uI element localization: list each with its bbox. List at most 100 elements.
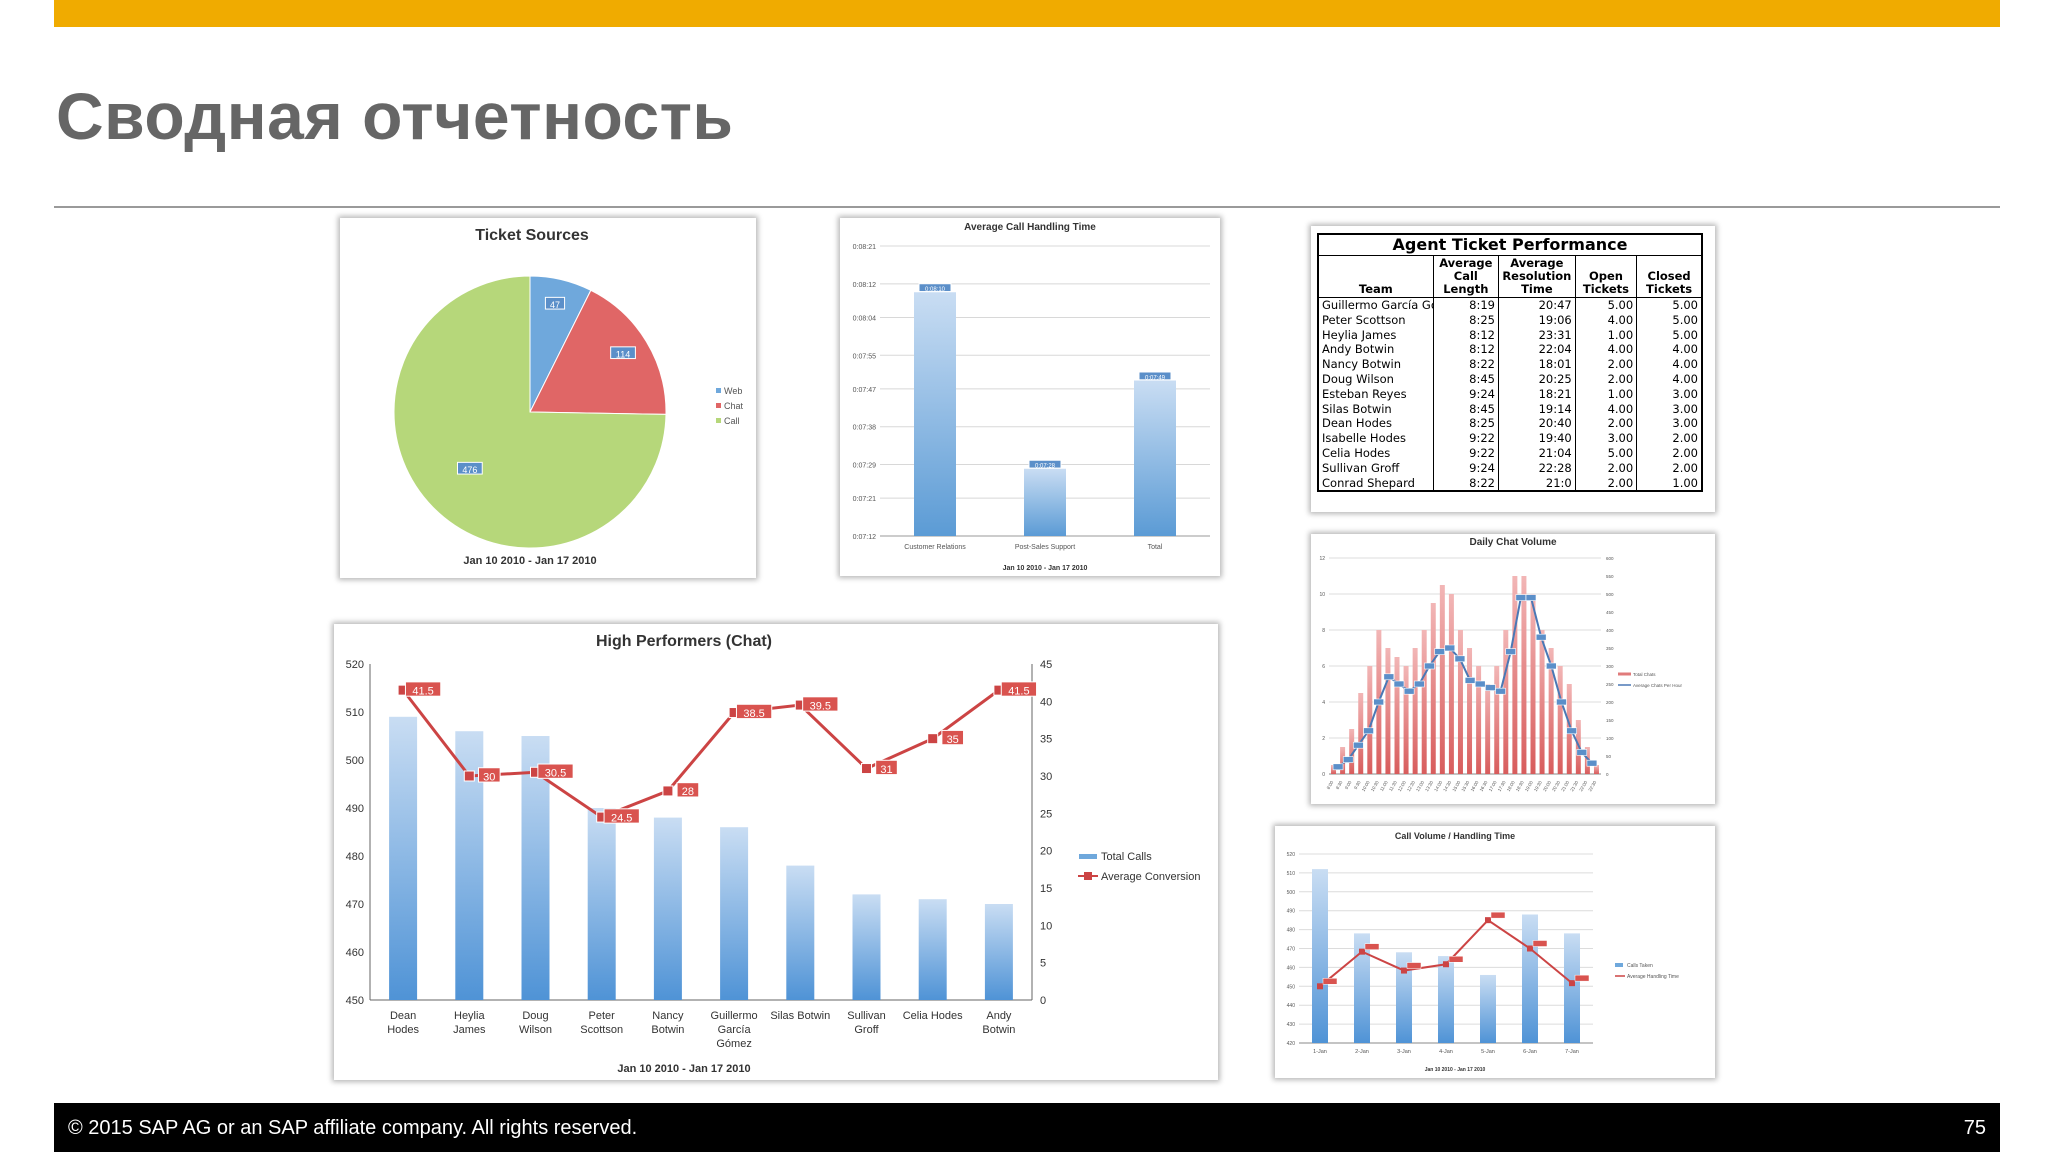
y2-tick-label: 50 (1606, 754, 1612, 759)
bar (1349, 729, 1355, 774)
daily-chat-panel: Daily Chat Volume 0 2 4 6 8 10 12 0 50 100 150 200 25… (1311, 534, 1715, 804)
line-marker (1317, 983, 1323, 990)
bar (389, 716, 418, 1000)
y-tick-label: 6 (1322, 664, 1325, 670)
y-tick-label: 0:08:12 (853, 282, 876, 289)
data-label-box (918, 283, 952, 293)
chart-subtitle: Jan 10 2010 - Jan 17 2010 (1425, 1067, 1486, 1073)
table-cell: 8:45 (1433, 401, 1499, 417)
line-marker (1485, 684, 1496, 691)
bar (1439, 585, 1445, 774)
x-tick-label: 18:00 (1506, 780, 1516, 793)
line-marker (1332, 763, 1344, 771)
line-value-label: 30 (477, 767, 501, 783)
line-value-label: 38.5 (735, 703, 773, 720)
chart-subtitle: Jan 10 2010 - Jan 17 2010 (1003, 565, 1088, 572)
bar-value-label: 0:08:10 (918, 283, 952, 293)
table-row: Conrad Shepard 8:22 21:0 2.00 1.00 (1316, 475, 1704, 493)
chart-title: Call Volume / Handling Time (1395, 831, 1515, 841)
bar (1448, 594, 1454, 774)
y2-tick-label: 450 (1606, 610, 1614, 615)
bar (918, 899, 947, 1000)
x-tick-label: 22:30 (1587, 780, 1597, 793)
chart-title: High Performers (Chat) (596, 633, 772, 650)
y2-tick-label: 10 (1040, 920, 1052, 932)
y2-tick-label: 35 (1040, 734, 1052, 746)
y-tick-label: 480 (1287, 928, 1296, 934)
x-tick-label: 10:00 (1361, 780, 1371, 793)
legend-label: Chat (724, 401, 744, 411)
data-label: 41.5 (412, 685, 433, 697)
data-label: 30 (483, 771, 495, 783)
line-marker (1576, 749, 1588, 756)
x-tick-label: 11:30 (1388, 780, 1398, 792)
table-cell: 2.00 (1575, 357, 1638, 372)
y-tick-label: 510 (346, 707, 364, 719)
bar (1394, 657, 1400, 774)
x-tick-label: Sullivan (847, 1010, 886, 1022)
y-tick-label: 0:08:21 (853, 244, 876, 251)
table-cell: 8:22 (1433, 357, 1499, 372)
line-marker (1363, 727, 1374, 735)
table-cell: Isabelle Hodes (1316, 431, 1434, 446)
table-cell: 20:40 (1498, 416, 1576, 432)
table-row: Doug Wilson 8:45 20:25 2.00 4.00 (1316, 371, 1704, 387)
y2-tick-label: 550 (1606, 574, 1614, 579)
line-marker (1495, 687, 1506, 695)
y-tick-label: 460 (1287, 965, 1296, 971)
agent-performance-panel: Agent Ticket Performance Team Average Ca… (1311, 226, 1715, 512)
legend-label: Average Chats Per Hour (1633, 683, 1682, 688)
line-value-box (1406, 962, 1422, 969)
table-cell: Heylia James (1316, 327, 1434, 343)
column-header: Average Call Length (1433, 256, 1499, 298)
line-marker (662, 785, 674, 797)
table-cell: 1.00 (1575, 386, 1638, 402)
x-tick-label: 10:30 (1370, 780, 1380, 793)
daily-chat-chart: Daily Chat Volume 0 2 4 6 8 10 12 0 50 100 150 200 25… (1319, 537, 1682, 793)
bar (1312, 869, 1328, 1043)
pie-value-label: 47 (544, 296, 566, 310)
table-row: Esteban Reyes 9:24 18:21 1.00 3.00 (1316, 386, 1704, 402)
table-cell: 8:22 (1433, 475, 1499, 493)
y2-tick-label: 25 (1040, 808, 1052, 820)
table-row: Silas Botwin 8:45 19:14 4.00 3.00 (1316, 401, 1704, 417)
bar (653, 817, 682, 1000)
x-tick-label: 17:00 (1488, 780, 1498, 793)
call-volume-panel: Call Volume / Handling Time Jan 10 2010 -… (1275, 826, 1715, 1078)
call-handling-panel: Average Call Handling Time Jan 10 2010 - … (840, 218, 1220, 576)
x-tick-label: Dean (390, 1010, 416, 1022)
line-marker (1373, 698, 1384, 706)
table-cell: 23:31 (1498, 327, 1576, 343)
line-marker (1464, 677, 1476, 684)
column-header: Closed Tickets (1636, 256, 1704, 298)
line-marker (1556, 698, 1567, 706)
y2-tick-label: 500 (1606, 592, 1614, 597)
x-tick-label: Andy (986, 1010, 1012, 1022)
line-value-label: 41.5 (1000, 681, 1038, 697)
y-tick-label: 480 (346, 851, 364, 863)
x-tick-label: 15:00 (1451, 780, 1461, 793)
column-header: Open Tickets (1575, 256, 1638, 298)
call-volume-chart: Call Volume / Handling Time Jan 10 2010 -… (1287, 831, 1679, 1073)
bar (1512, 576, 1518, 774)
pie-value-label: 476 (456, 461, 483, 475)
bar (1503, 630, 1509, 774)
table-cell: Andy Botwin (1316, 342, 1434, 358)
table-cell: 9:22 (1433, 445, 1499, 461)
table-cell: 2.00 (1575, 416, 1638, 432)
bar (1396, 952, 1412, 1043)
table-cell: 18:21 (1498, 386, 1576, 402)
table-cell: 2.00 (1636, 460, 1704, 476)
table-row: Nancy Botwin 8:22 18:01 2.00 4.00 (1316, 357, 1704, 372)
line-marker (1443, 961, 1449, 968)
table-cell: 3.00 (1636, 416, 1704, 432)
line-marker (1566, 727, 1577, 735)
y2-tick-label: 45 (1040, 659, 1052, 671)
footer-bar: © 2015 SAP AG or an SAP affiliate compan… (54, 1103, 2000, 1152)
data-label-box (735, 703, 773, 720)
line-marker (1434, 648, 1445, 655)
x-tick-label: 22:00 (1578, 780, 1588, 793)
bar (587, 808, 616, 1000)
bar (1485, 684, 1491, 774)
x-tick-label: Botwin (982, 1024, 1015, 1036)
